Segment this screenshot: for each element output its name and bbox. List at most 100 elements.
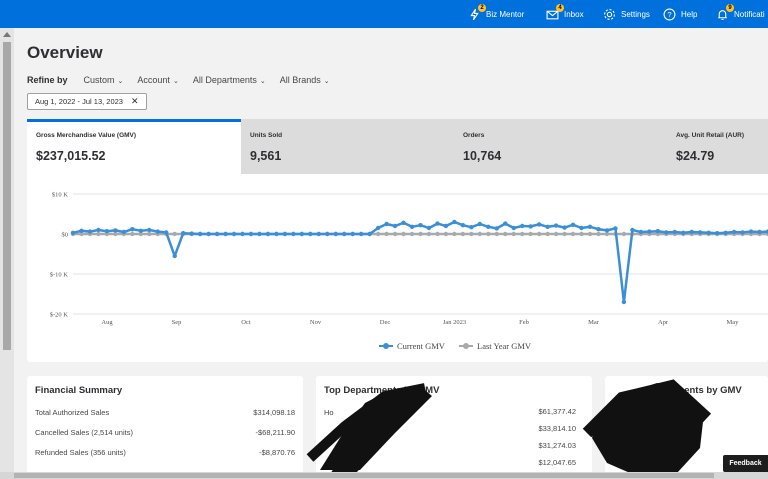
gear-icon: [603, 8, 616, 21]
data-point: [435, 221, 440, 226]
vertical-scrollbar[interactable]: [0, 28, 14, 479]
data-point: [418, 223, 423, 228]
data-point: [172, 253, 177, 259]
data-point: [596, 227, 601, 232]
data-point: [511, 231, 516, 237]
kpi-value: $24.79: [676, 149, 715, 163]
nav-label: Help: [681, 9, 698, 19]
kpi-label: Avg. Unit Retail (AUR): [676, 132, 745, 139]
data-point: [587, 231, 593, 237]
data-point: [299, 231, 305, 237]
data-point: [342, 231, 347, 237]
kpi-tab-orders[interactable]: Orders 10,764: [454, 119, 667, 174]
data-point: [155, 229, 160, 234]
data-point: [333, 231, 338, 237]
kpi-value: 9,561: [250, 149, 282, 163]
data-point: [248, 231, 254, 237]
data-point: [223, 231, 228, 237]
x-tick-label: Feb: [519, 319, 529, 326]
kpi-tab-aur[interactable]: Avg. Unit Retail (AUR) $24.79: [667, 119, 768, 174]
data-point: [121, 229, 127, 235]
y-tick-label: $0: [62, 232, 69, 239]
data-point: [706, 230, 711, 235]
refine-bar: Refine by Custom ⌄ Account ⌄ All Departmen…: [27, 75, 344, 85]
data-point: [630, 227, 635, 233]
data-point: [579, 231, 584, 237]
data-point: [562, 231, 567, 237]
legend-label: Last Year GMV: [477, 341, 532, 351]
date-range-chip[interactable]: Aug 1, 2022 - Jul 13, 2023 ✕: [27, 93, 147, 110]
data-point: [214, 231, 220, 237]
data-point: [409, 224, 415, 229]
data-point: [647, 229, 652, 234]
data-point: [426, 231, 432, 237]
data-point: [638, 229, 644, 235]
nav-settings[interactable]: Settings: [603, 0, 650, 28]
data-point: [604, 228, 610, 233]
data-point: [740, 230, 745, 235]
kpi-tab-units-sold[interactable]: Units Sold 9,561: [241, 119, 454, 174]
data-point: [604, 231, 610, 237]
data-point: [477, 231, 483, 237]
data-point: [553, 231, 559, 237]
data-point: [723, 230, 728, 235]
data-point: [528, 224, 533, 229]
data-point: [401, 231, 406, 237]
data-point: [579, 225, 584, 231]
data-point: [172, 231, 177, 237]
data-point: [570, 231, 576, 237]
scrollbar-thumb[interactable]: [3, 42, 11, 350]
filter-account[interactable]: Account ⌄: [137, 75, 179, 85]
data-point: [384, 231, 389, 237]
filter-custom[interactable]: Custom ⌄: [83, 75, 124, 85]
data-point: [469, 231, 474, 237]
redaction-scribble: [582, 379, 712, 476]
data-point: [672, 229, 677, 235]
data-point: [460, 231, 466, 237]
feedback-button[interactable]: Feedback: [723, 455, 768, 472]
nav-inbox[interactable]: 4 Inbox: [546, 0, 584, 28]
data-point: [113, 231, 118, 237]
refine-label: Refine by: [27, 75, 68, 85]
filter-brands[interactable]: All Brands ⌄: [279, 75, 330, 85]
legend-marker: [383, 343, 389, 349]
page-title: Overview: [27, 43, 103, 62]
x-tick-label: Mar: [588, 319, 600, 326]
nav-help[interactable]: ? Help: [663, 0, 697, 28]
data-point: [79, 231, 84, 237]
data-point: [681, 230, 686, 235]
data-point: [452, 219, 457, 225]
close-icon[interactable]: ✕: [130, 96, 139, 106]
scroll-up-arrow-icon[interactable]: [3, 32, 11, 37]
horizontal-scrollbar[interactable]: [0, 472, 768, 479]
data-point: [748, 229, 754, 234]
data-point: [282, 231, 288, 237]
chevron-down-icon: ⌄: [323, 78, 330, 85]
date-range-text: Aug 1, 2022 - Jul 13, 2023: [35, 97, 123, 106]
top-nav-bar: 2 Biz Mentor 4 Inbox Settings ? Help 9 N…: [0, 0, 768, 28]
data-point: [104, 229, 110, 234]
nav-biz-mentor[interactable]: 2 Biz Mentor: [468, 0, 524, 28]
summary-row-value: $314,098.18: [253, 408, 295, 417]
financial-summary-card: Financial Summary Total Authorized Sales…: [27, 376, 303, 479]
data-point: [358, 231, 364, 237]
data-point: [731, 229, 737, 235]
data-point: [562, 225, 567, 230]
legend-label: Current GMV: [397, 341, 446, 351]
x-tick-label: Oct: [241, 319, 251, 326]
data-point: [553, 223, 559, 228]
data-point: [426, 225, 432, 231]
nav-label: Notificati: [734, 9, 765, 19]
kpi-value: $237,015.52: [36, 149, 106, 163]
data-point: [486, 231, 491, 237]
kpi-tab-gmv[interactable]: Gross Merchandise Value (GMV) $237,015.5…: [27, 119, 241, 174]
nav-badge: 9: [726, 3, 734, 12]
nav-badge: 4: [556, 3, 564, 12]
data-point: [536, 231, 542, 237]
data-point: [494, 226, 499, 231]
data-point: [291, 231, 296, 237]
filter-departments[interactable]: All Departments ⌄: [192, 75, 266, 85]
scrollbar-thumb[interactable]: [14, 473, 714, 478]
data-point: [206, 231, 211, 237]
nav-notifications[interactable]: 9 Notificati: [716, 0, 765, 28]
